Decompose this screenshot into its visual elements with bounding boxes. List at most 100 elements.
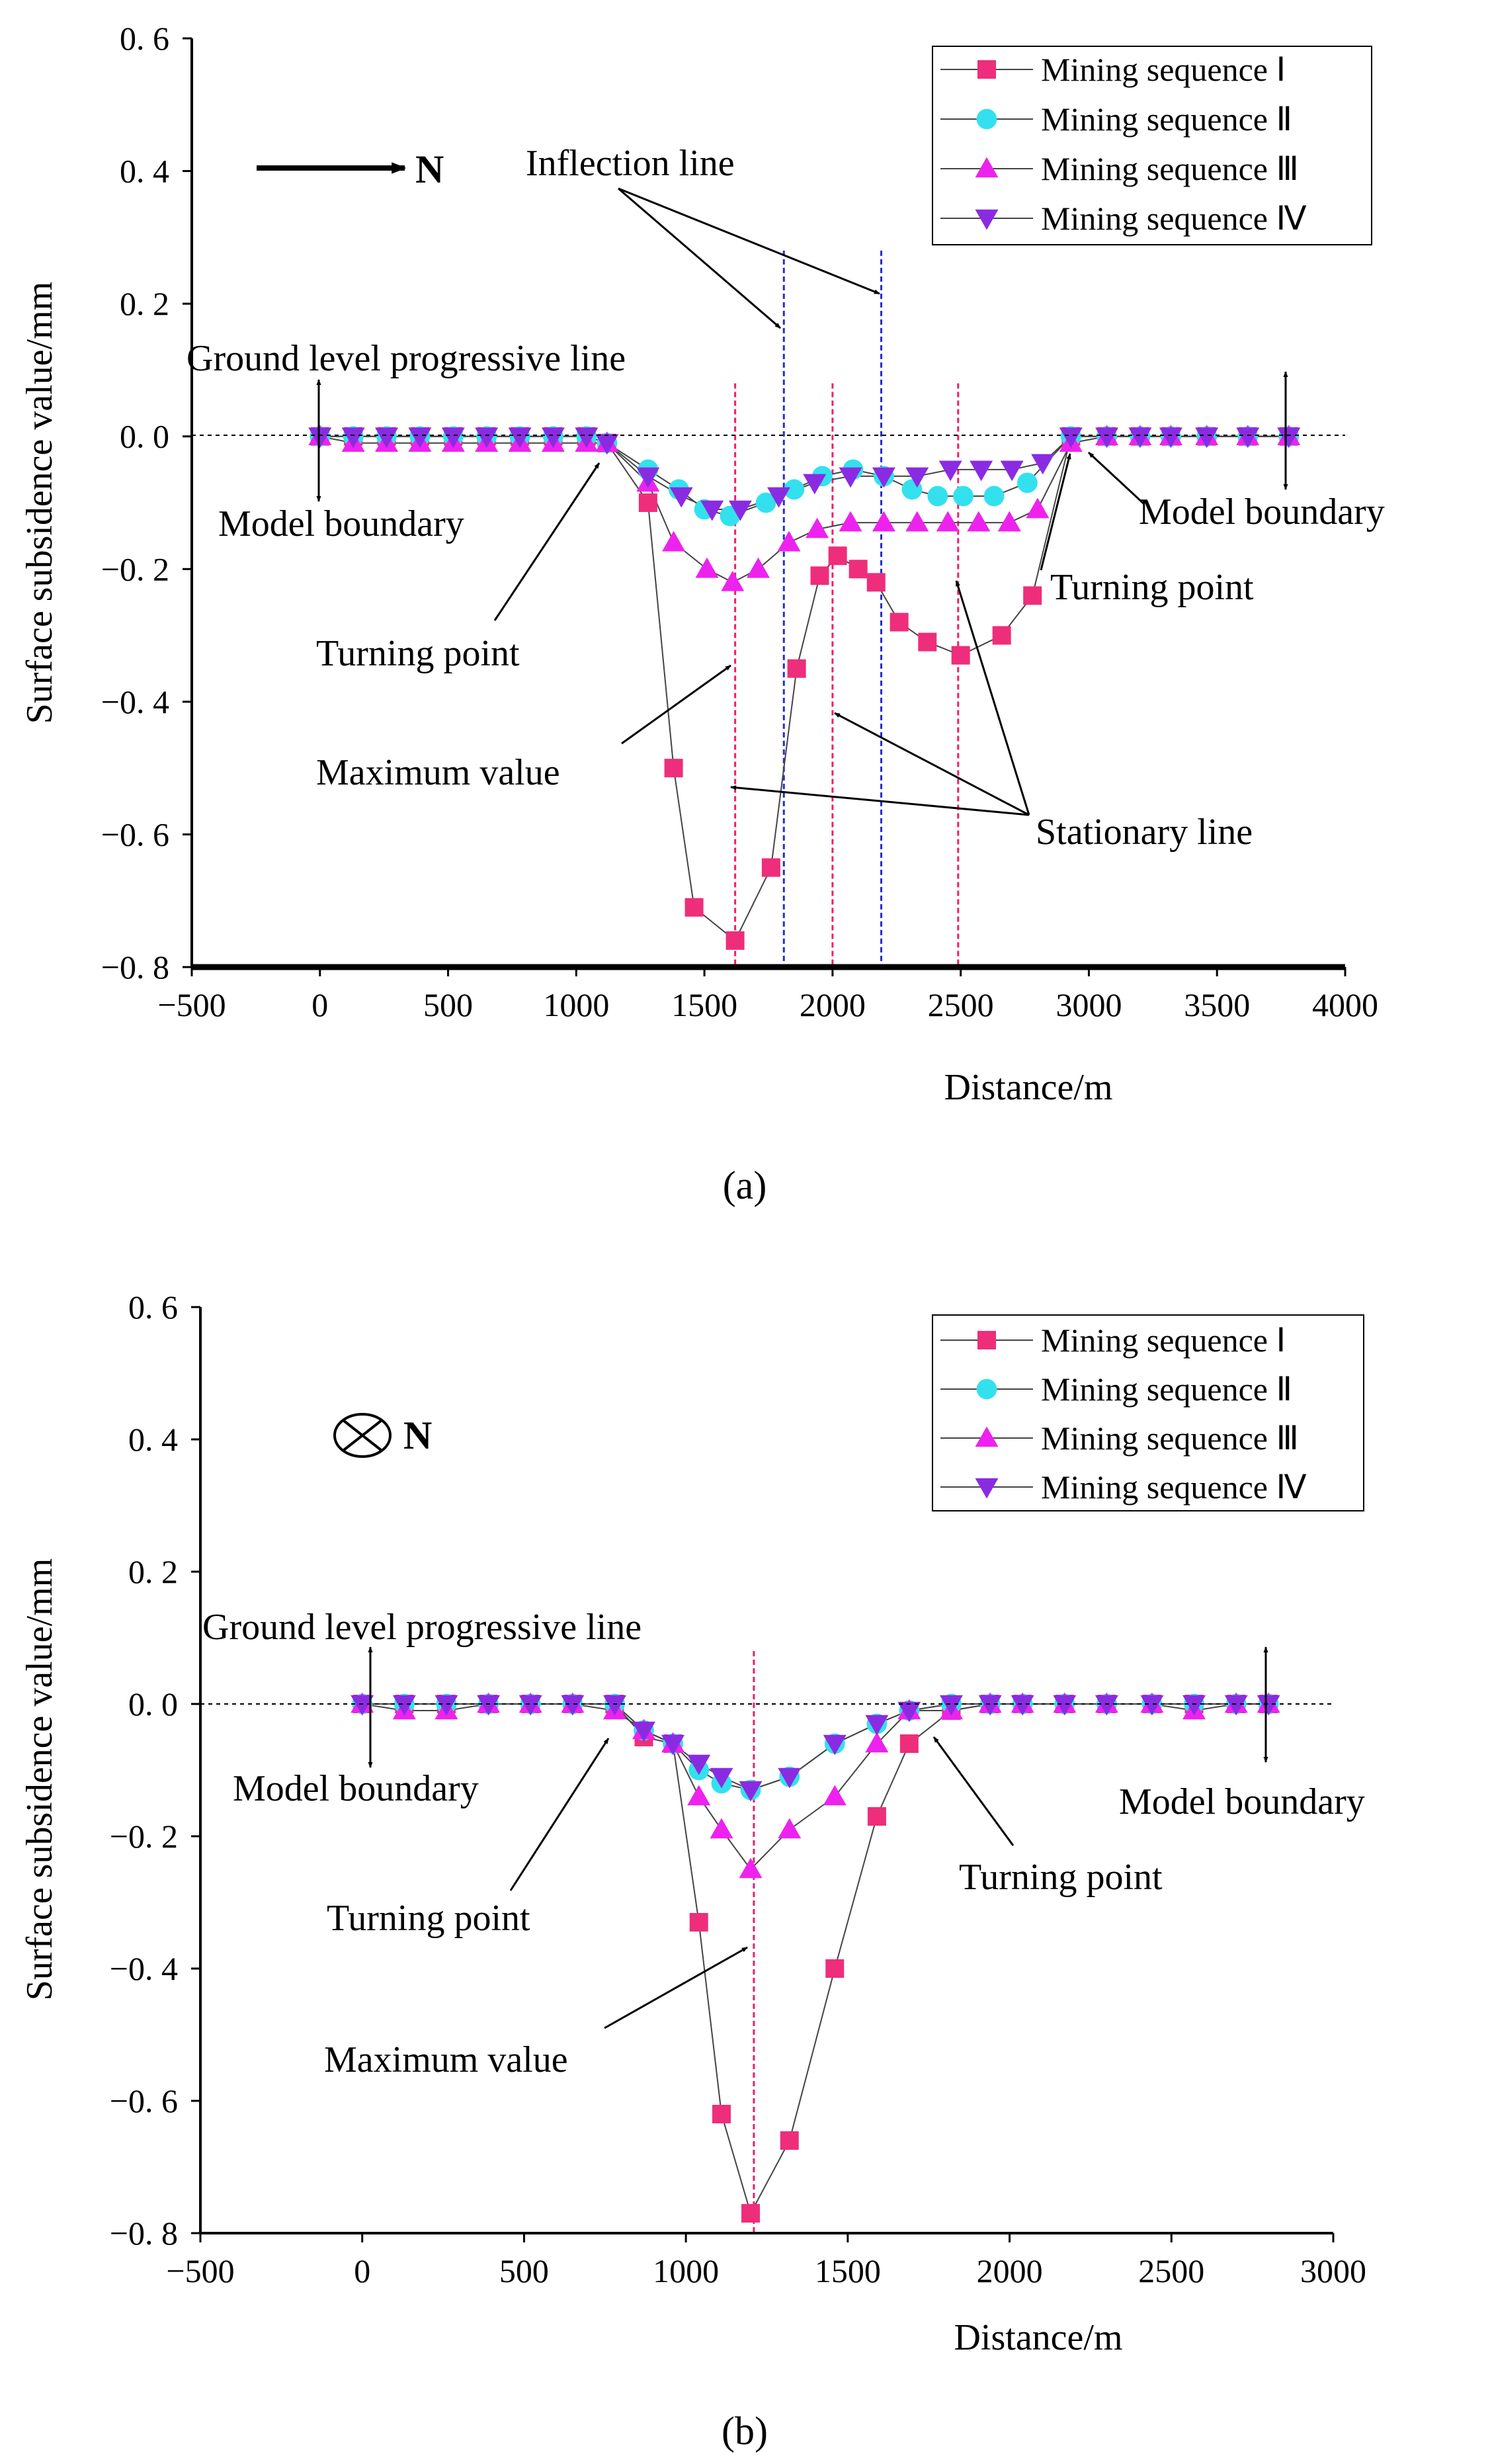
- x-axis-label: Distance/m: [944, 1067, 1112, 1108]
- data-point-series-4: [541, 427, 565, 448]
- y-axis-label: Surface subsidence value/mm: [19, 282, 60, 724]
- data-point-series-3: [710, 1818, 733, 1839]
- annotation-maximum-value: Maximum value: [324, 2039, 568, 2080]
- data-point-series-3: [746, 557, 770, 578]
- data-point-series-4: [392, 1695, 416, 1716]
- annotation-ground-level-line: Ground level progressive line: [186, 338, 626, 379]
- data-point-series-4: [1031, 454, 1055, 475]
- data-point-series-4: [938, 460, 962, 482]
- data-point-series-3: [778, 1818, 802, 1839]
- data-point-series-4: [803, 474, 827, 495]
- data-point-series-4: [1140, 1695, 1164, 1716]
- legend-label-2: Mining sequence Ⅱ: [1041, 1371, 1292, 1408]
- data-point-series-4: [970, 460, 993, 482]
- data-point-series-1: [825, 1959, 845, 1978]
- panel-caption-b: (b): [722, 2409, 768, 2453]
- y-tick-label: 0. 2: [120, 285, 169, 322]
- annotation-ground-level-line: Ground level progressive line: [202, 1607, 642, 1648]
- x-tick-label: 500: [423, 986, 473, 1023]
- data-point-series-4: [477, 1695, 501, 1716]
- x-tick-label: 2000: [977, 2252, 1043, 2289]
- data-point-series-4: [700, 500, 724, 521]
- data-point-series-4: [1095, 427, 1119, 448]
- y-tick-label: 0. 0: [128, 1685, 178, 1722]
- data-point-series-3: [662, 531, 686, 552]
- data-point-series-1: [918, 632, 937, 652]
- data-point-series-1: [810, 566, 829, 585]
- arrow-stationary-1: [730, 785, 1030, 816]
- data-point-series-1: [664, 759, 683, 778]
- arrow-turning-point-left: [493, 462, 600, 621]
- legend-marker: [977, 60, 996, 79]
- x-tick-label: 1500: [815, 2252, 881, 2289]
- legend-label-1: Mining sequence Ⅰ: [1041, 1322, 1286, 1359]
- data-point-series-4: [636, 467, 660, 488]
- legend: Mining sequence Ⅰ Mining sequence Ⅱ Mining…: [932, 1314, 1364, 1511]
- data-point-series-4: [1095, 1695, 1118, 1716]
- arrow-turning-point-left: [509, 1738, 610, 1891]
- data-point-series-3: [695, 557, 719, 578]
- legend-label-4: Mining sequence Ⅳ: [1041, 1468, 1307, 1506]
- legend-marker: [975, 209, 999, 230]
- data-point-series-1: [712, 2105, 731, 2123]
- annotation-turning-point-left: Turning point: [327, 1898, 530, 1939]
- data-point-series-4: [435, 1695, 458, 1716]
- data-point-series-4: [767, 487, 791, 508]
- data-point-series-4: [408, 427, 432, 448]
- data-point-series-4: [669, 487, 693, 508]
- x-tick-label: 1500: [671, 986, 737, 1023]
- annotation-turning-point-left: Turning point: [316, 633, 520, 674]
- data-point-series-4: [739, 1781, 763, 1802]
- annotation-turning-point-right: Turning point: [1050, 567, 1254, 608]
- data-point-series-2: [927, 486, 948, 507]
- legend-marker: [976, 1379, 997, 1400]
- data-point-series-3: [721, 570, 745, 591]
- x-tick-label: 2000: [800, 986, 866, 1023]
- annotation-maximum-value: Maximum value: [316, 752, 560, 793]
- data-point-series-3: [967, 511, 991, 532]
- legend-marker: [976, 108, 997, 130]
- legend-marker: [975, 1478, 999, 1499]
- y-tick-label: 0. 6: [128, 1289, 178, 1326]
- data-point-series-4: [897, 1701, 921, 1722]
- data-point-series-4: [865, 1715, 889, 1736]
- data-point-series-4: [508, 427, 532, 448]
- series-line-4: [362, 1703, 1269, 1791]
- legend-box: [932, 1314, 1364, 1511]
- arrow-stationary-2: [834, 712, 1030, 816]
- north-label: N: [403, 1414, 432, 1457]
- data-point-series-4: [872, 467, 895, 488]
- arrow-turning-point-right: [932, 1736, 1014, 1846]
- arrow-inflection-2: [618, 187, 880, 295]
- x-tick-label: 1000: [653, 2252, 719, 2289]
- data-point-series-3: [739, 1857, 763, 1879]
- y-tick-label: 0. 2: [128, 1553, 178, 1590]
- arrow-model-boundary-right: [1087, 451, 1145, 505]
- arrow-turning-point-right: [1040, 453, 1071, 571]
- data-point-series-1: [741, 2204, 761, 2223]
- data-point-series-4: [1224, 1695, 1248, 1716]
- y-tick-label: −0. 4: [101, 683, 169, 720]
- data-point-series-4: [518, 1695, 542, 1716]
- data-point-series-1: [867, 1807, 886, 1826]
- annotation-model-boundary-right: Model boundary: [1139, 491, 1385, 532]
- legend-marker: [975, 1426, 999, 1447]
- data-point-series-4: [1011, 1695, 1034, 1716]
- y-tick-label: 0. 4: [128, 1421, 178, 1458]
- annotation-model-boundary-right: Model boundary: [1119, 1781, 1365, 1822]
- legend: Mining sequence Ⅰ Mining sequence Ⅱ Mining…: [932, 46, 1372, 245]
- data-point-series-1: [1023, 586, 1042, 605]
- annotation-model-boundary-left: Model boundary: [233, 1768, 479, 1809]
- data-point-series-3: [865, 1732, 889, 1753]
- annotation-turning-point-right: Turning point: [959, 1857, 1163, 1898]
- data-point-series-4: [375, 427, 399, 448]
- data-point-series-2: [784, 479, 805, 500]
- data-point-series-4: [661, 1734, 685, 1756]
- y-axis-label: Surface subsidence value/mm: [19, 1558, 60, 2001]
- x-tick-label: 3000: [1055, 986, 1122, 1023]
- data-point-series-4: [905, 467, 929, 488]
- data-point-series-4: [939, 1695, 963, 1716]
- x-axis-label: Distance/m: [954, 2317, 1122, 2358]
- annotation-inflection-line: Inflection line: [526, 143, 735, 184]
